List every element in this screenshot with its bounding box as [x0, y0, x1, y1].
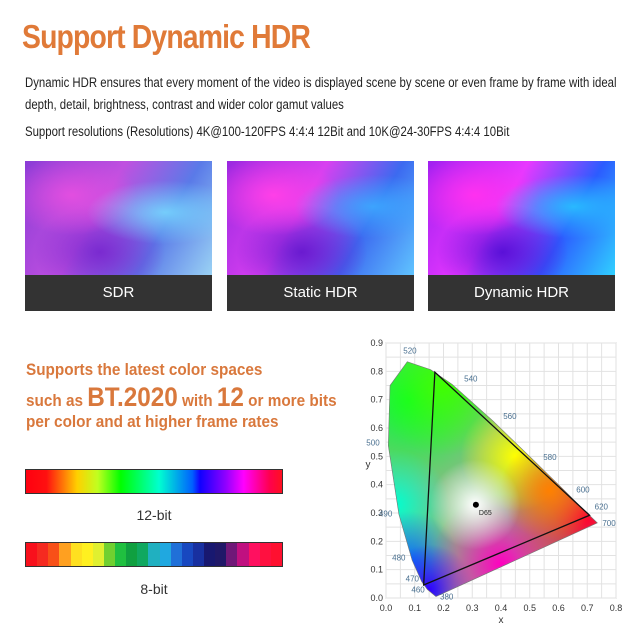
color-step — [270, 543, 282, 566]
y-tick-label: 0.0 — [370, 593, 383, 603]
color-step — [137, 543, 149, 566]
color-step — [226, 543, 238, 566]
x-tick-label: 0.0 — [380, 603, 393, 613]
color-step — [159, 543, 171, 566]
y-axis-label: y — [366, 460, 371, 471]
wavelength-label: 600 — [576, 485, 590, 494]
color-spaces-line-1: Supports the latest color spaces — [26, 360, 263, 379]
wavelength-label: 480 — [392, 553, 406, 562]
description-line-2: depth, detail, brightness, contrast and … — [25, 97, 344, 112]
color-step — [126, 543, 138, 566]
description-line-1: Dynamic HDR ensures that every moment of… — [25, 75, 617, 90]
dynamic-hdr-image — [428, 161, 615, 275]
wavelength-label: 470 — [406, 575, 420, 584]
sdr-image — [25, 161, 212, 275]
wavelength-label: 490 — [379, 509, 393, 518]
color-step — [70, 543, 82, 566]
x-tick-label: 0.3 — [466, 603, 479, 613]
color-step — [48, 543, 60, 566]
color-step — [115, 543, 127, 566]
color-step — [170, 543, 182, 566]
panel-static-hdr: Static HDR — [227, 161, 414, 311]
text: or more bits — [243, 391, 337, 410]
x-tick-label: 0.1 — [408, 603, 421, 613]
x-tick-label: 0.6 — [552, 603, 565, 613]
y-tick-label: 0.2 — [370, 536, 383, 546]
bt2020-highlight: BT.2020 — [87, 382, 178, 412]
color-step — [148, 543, 160, 566]
panel-sdr: SDR — [25, 161, 212, 311]
x-tick-label: 0.8 — [610, 603, 623, 613]
wavelength-label: 580 — [543, 453, 557, 462]
x-tick-label: 0.7 — [581, 603, 594, 613]
wavelength-label: 620 — [595, 503, 609, 512]
color-step — [259, 543, 271, 566]
color-step — [237, 543, 249, 566]
color-spaces-line-2: such as BT.2020 with 12 or more bits — [26, 382, 337, 413]
x-tick-label: 0.5 — [523, 603, 536, 613]
resolutions-text: Support resolutions (Resolutions) 4K@100… — [25, 124, 510, 139]
color-step — [81, 543, 93, 566]
color-step — [59, 543, 71, 566]
page-title: Support Dynamic HDR — [22, 18, 311, 55]
panel-dynamic-hdr: Dynamic HDR — [428, 161, 615, 311]
bt2020-triangle — [422, 370, 591, 586]
color-step — [215, 543, 227, 566]
panel-caption: Static HDR — [227, 275, 414, 311]
color-step — [192, 543, 204, 566]
color-step — [26, 543, 38, 566]
wavelength-label: 460 — [411, 586, 425, 595]
color-step — [204, 543, 216, 566]
text: such as — [26, 391, 88, 410]
d65-label: D65 — [479, 510, 492, 517]
color-spaces-line-3: per color and at higher frame rates — [26, 412, 279, 431]
gradient-bar-12bit — [25, 469, 283, 494]
wavelength-label: 520 — [403, 347, 417, 356]
color-step — [181, 543, 193, 566]
text: with — [177, 391, 217, 410]
x-tick-label: 0.4 — [495, 603, 508, 613]
wavelength-label: 700 — [602, 519, 616, 528]
y-tick-label: 0.9 — [370, 338, 383, 348]
color-step — [103, 543, 115, 566]
y-tick-label: 0.3 — [370, 508, 383, 518]
y-tick-label: 0.7 — [370, 395, 383, 405]
bar-label-8bit: 8-bit — [140, 581, 168, 597]
wavelength-label: 560 — [503, 412, 517, 421]
static-hdr-image — [227, 161, 414, 275]
d65-point — [472, 501, 479, 508]
panel-caption: SDR — [25, 275, 212, 311]
x-axis-label: x — [499, 615, 504, 626]
x-tick-label: 0.2 — [437, 603, 450, 613]
wavelength-label: 380 — [440, 593, 454, 602]
wavelength-label: 500 — [366, 439, 380, 448]
bit-depth-highlight: 12 — [216, 382, 244, 412]
y-tick-label: 0.8 — [370, 366, 383, 376]
color-step — [92, 543, 104, 566]
wavelength-label: 540 — [464, 374, 478, 383]
color-step — [248, 543, 260, 566]
panel-caption: Dynamic HDR — [428, 275, 615, 311]
y-tick-label: 0.4 — [370, 480, 383, 490]
y-tick-label: 0.5 — [370, 451, 383, 461]
y-tick-label: 0.6 — [370, 423, 383, 433]
color-step — [37, 543, 49, 566]
y-tick-label: 0.1 — [370, 565, 383, 575]
gradient-bar-8bit — [25, 542, 283, 567]
bar-label-12bit: 12-bit — [136, 507, 172, 523]
